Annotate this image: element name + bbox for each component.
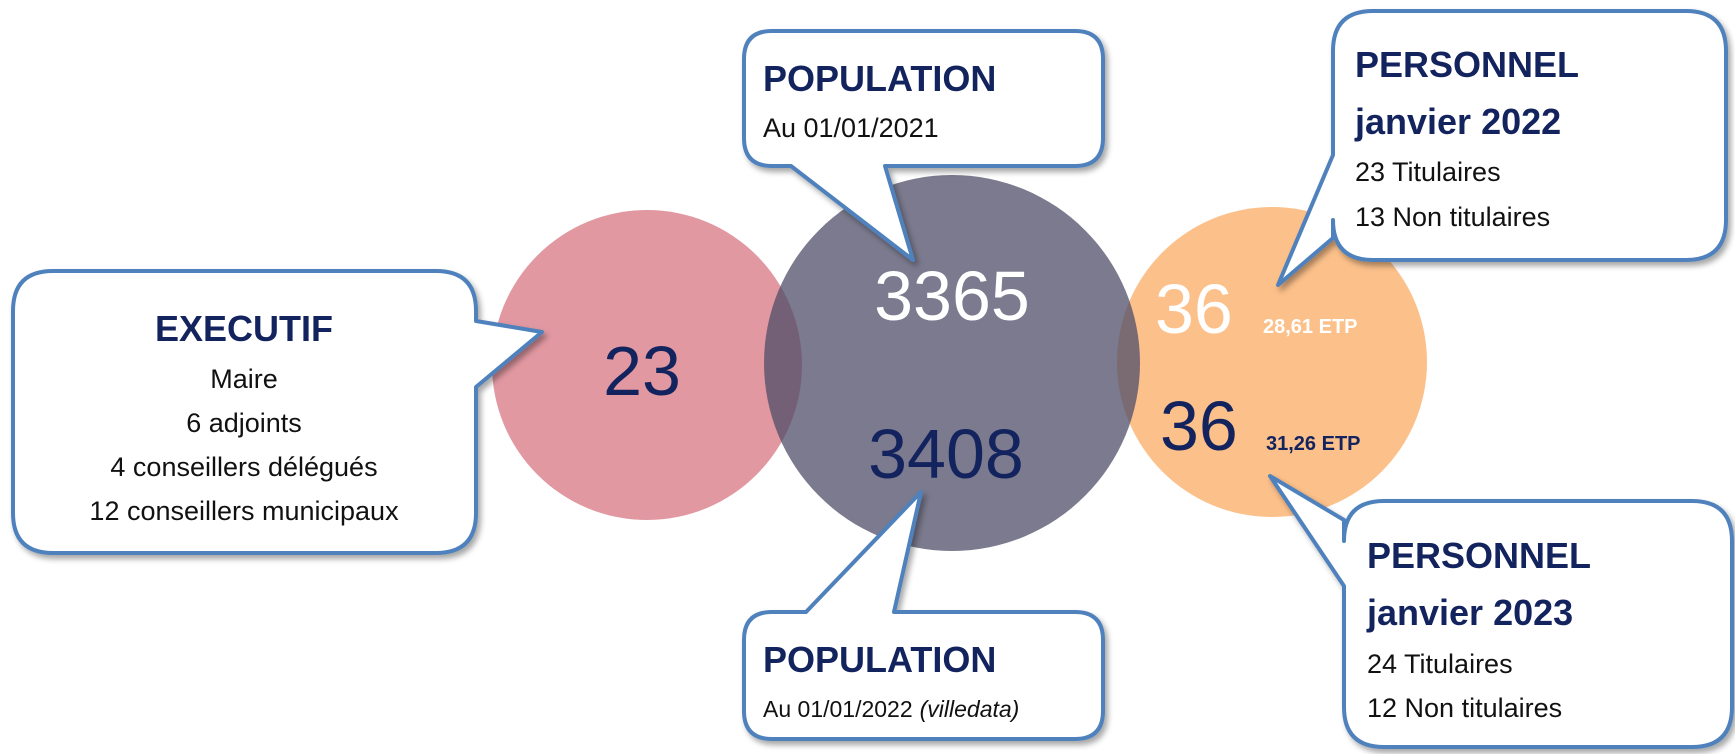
- callout-executif: [11, 269, 544, 555]
- executif-line: 4 conseillers délégués: [110, 452, 377, 482]
- executif-title: EXECUTIF: [155, 308, 333, 349]
- callout-population-2021: [742, 29, 1105, 262]
- callouts: [11, 9, 1734, 749]
- personnel-line: 13 Non titulaires: [1355, 202, 1550, 232]
- shapes: [492, 175, 1427, 551]
- personnel-title: PERSONNEL: [1367, 535, 1591, 576]
- personnel-title: PERSONNEL: [1355, 44, 1579, 85]
- executif-text: EXECUTIF Maire 6 adjoints 4 conseillers …: [89, 308, 399, 526]
- personnel-line: 12 Non titulaires: [1367, 693, 1562, 723]
- callout-personnel-2022: [1276, 9, 1728, 287]
- date: Au 01/01/2022: [763, 696, 913, 722]
- population-circle: [764, 175, 1140, 551]
- executif-circle: [492, 210, 802, 520]
- callout-personnel-2023: [1268, 474, 1734, 749]
- population-date: Au 01/01/2022 (villedata): [763, 696, 1019, 722]
- executif-value: 23: [603, 332, 681, 410]
- population-2022-value: 3408: [868, 415, 1024, 493]
- population-2021-value: 3365: [874, 257, 1030, 335]
- personnel-2022-etp: 28,61 ETP: [1263, 316, 1358, 338]
- personnel-line: 24 Titulaires: [1367, 649, 1513, 679]
- source: (villedata): [920, 696, 1020, 722]
- population-date: Au 01/01/2021: [763, 113, 939, 143]
- personnel-line: 23 Titulaires: [1355, 157, 1501, 187]
- personnel-circle: [1117, 207, 1427, 517]
- callout-population-2022: [742, 490, 1105, 741]
- executif-line: 12 conseillers municipaux: [89, 496, 399, 526]
- personnel-2022-total: 36: [1155, 270, 1233, 348]
- population-title: POPULATION: [763, 639, 996, 680]
- executif-line: Maire: [210, 364, 278, 394]
- population-2022-text: POPULATION Au 01/01/2022 (villedata): [763, 639, 1019, 722]
- population-title: POPULATION: [763, 58, 996, 99]
- population-2021-text: POPULATION Au 01/01/2021: [763, 58, 996, 143]
- personnel-period: janvier 2023: [1366, 592, 1573, 633]
- personnel-2023-total: 36: [1160, 387, 1238, 465]
- personnel-2022-text: PERSONNEL janvier 2022 23 Titulaires 13 …: [1354, 44, 1579, 232]
- personnel-period: janvier 2022: [1354, 101, 1561, 142]
- personnel-2023-text: PERSONNEL janvier 2023 24 Titulaires 12 …: [1366, 535, 1591, 723]
- personnel-2023-etp: 31,26 ETP: [1266, 433, 1361, 455]
- executif-line: 6 adjoints: [186, 408, 302, 438]
